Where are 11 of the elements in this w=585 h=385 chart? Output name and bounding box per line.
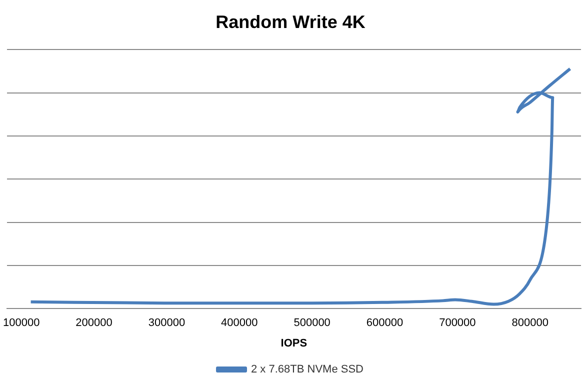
x-tick-label: 100000: [2, 317, 40, 330]
legend-label: 2 x 7.68TB NVMe SSD: [251, 364, 364, 376]
x-tick-label: 400000: [221, 317, 258, 330]
x-tick-label: 700000: [439, 317, 476, 330]
chart-title: Random Write 4K: [216, 12, 366, 32]
x-tick-label: 500000: [294, 317, 330, 330]
x-tick-label: 600000: [366, 317, 404, 330]
x-axis-title: IOPS: [280, 337, 308, 350]
x-tick-label: 200000: [76, 317, 112, 330]
x-tick-label: 800000: [512, 317, 548, 330]
x-tick-label: 300000: [148, 317, 186, 330]
